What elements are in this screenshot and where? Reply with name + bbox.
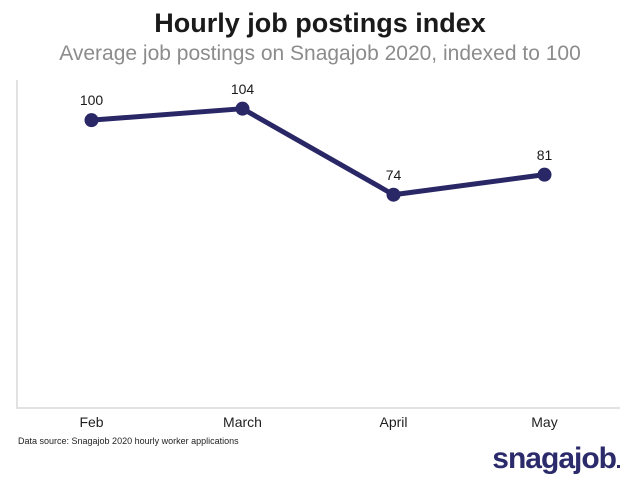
logo-dot-icon: [617, 465, 620, 468]
snagajob-logo: snagajob: [492, 444, 620, 474]
x-axis-label: March: [223, 414, 262, 430]
x-axis-label: Feb: [79, 414, 104, 430]
value-label: 100: [79, 92, 104, 109]
value-label: 104: [230, 80, 255, 97]
x-axis-label: April: [379, 414, 408, 430]
chart-title: Hourly job postings index: [154, 8, 486, 38]
value-label: 74: [385, 166, 402, 183]
data-point: [235, 101, 250, 116]
chart-subtitle: Average job postings on Snagajob 2020, i…: [59, 42, 581, 65]
data-point: [537, 167, 552, 182]
x-axis-line: [16, 407, 620, 409]
data-source-note: Data source: Snagajob 2020 hourly worker…: [18, 436, 239, 446]
x-axis-label: May: [531, 414, 558, 430]
data-point: [386, 187, 401, 202]
chart-line: [89, 106, 547, 198]
data-point: [84, 113, 99, 128]
y-axis-line: [16, 80, 18, 409]
snagajob-logo-text: snagajob: [492, 442, 617, 475]
value-label: 81: [536, 146, 553, 163]
